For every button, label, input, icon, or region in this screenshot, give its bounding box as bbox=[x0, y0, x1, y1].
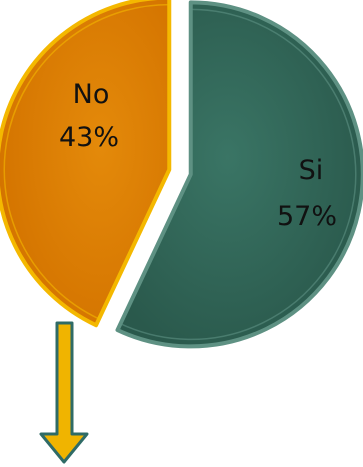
pie-slice-bevel-no bbox=[3, 3, 170, 320]
slice-percent-no: 43% bbox=[59, 122, 119, 153]
slice-label-si: Si bbox=[299, 155, 324, 186]
pie-slice-no bbox=[0, 0, 172, 328]
pie-slice-bevel-si bbox=[120, 8, 357, 341]
slice-percent-si: 57% bbox=[277, 201, 337, 232]
pie-slices bbox=[0, 0, 363, 349]
pie-slice-si bbox=[115, 0, 363, 349]
slice-label-no: No bbox=[73, 79, 110, 110]
down-arrow-icon bbox=[39, 321, 89, 464]
